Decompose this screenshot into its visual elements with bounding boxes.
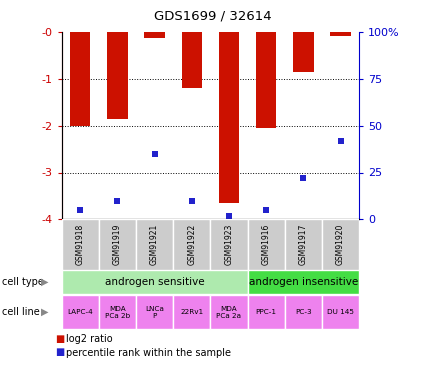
Text: androgen insensitive: androgen insensitive: [249, 277, 358, 287]
Bar: [219, 32, 239, 203]
Bar: [173, 219, 210, 270]
Bar: [210, 295, 247, 329]
Bar: [210, 219, 247, 270]
Bar: [62, 270, 247, 294]
Bar: [247, 270, 359, 294]
Text: ▶: ▶: [41, 307, 48, 317]
Bar: [173, 295, 210, 329]
Text: GSM91920: GSM91920: [336, 224, 345, 266]
Text: MDA
PCa 2b: MDA PCa 2b: [105, 306, 130, 319]
Bar: [322, 219, 359, 270]
Text: ■: ■: [55, 334, 65, 344]
Bar: [247, 219, 285, 270]
Text: cell line: cell line: [2, 307, 40, 317]
Text: PPC-1: PPC-1: [256, 309, 277, 315]
Bar: [293, 32, 314, 72]
Text: LNCa
P: LNCa P: [145, 306, 164, 319]
Bar: [136, 295, 173, 329]
Text: 22Rv1: 22Rv1: [180, 309, 203, 315]
Bar: [256, 32, 276, 128]
Bar: [181, 32, 202, 88]
Text: GSM91917: GSM91917: [299, 224, 308, 266]
Text: androgen sensitive: androgen sensitive: [105, 277, 204, 287]
Bar: [330, 32, 351, 36]
Text: PC-3: PC-3: [295, 309, 312, 315]
Bar: [107, 32, 127, 118]
Text: GDS1699 / 32614: GDS1699 / 32614: [154, 9, 271, 22]
Text: ■: ■: [55, 348, 65, 357]
Text: percentile rank within the sample: percentile rank within the sample: [66, 348, 231, 357]
Text: GSM91916: GSM91916: [262, 224, 271, 266]
Text: LAPC-4: LAPC-4: [67, 309, 93, 315]
Bar: [62, 219, 99, 270]
Text: log2 ratio: log2 ratio: [66, 334, 113, 344]
Bar: [285, 295, 322, 329]
Bar: [144, 32, 165, 38]
Text: MDA
PCa 2a: MDA PCa 2a: [216, 306, 241, 319]
Bar: [136, 219, 173, 270]
Text: GSM91921: GSM91921: [150, 224, 159, 266]
Text: GSM91923: GSM91923: [224, 224, 233, 266]
Bar: [70, 32, 91, 126]
Text: GSM91919: GSM91919: [113, 224, 122, 266]
Text: GSM91922: GSM91922: [187, 224, 196, 266]
Bar: [322, 295, 359, 329]
Bar: [62, 295, 99, 329]
Bar: [285, 219, 322, 270]
Text: cell type: cell type: [2, 277, 44, 287]
Text: ▶: ▶: [41, 277, 48, 287]
Bar: [247, 295, 285, 329]
Bar: [99, 295, 136, 329]
Text: DU 145: DU 145: [327, 309, 354, 315]
Bar: [99, 219, 136, 270]
Text: GSM91918: GSM91918: [76, 224, 85, 266]
